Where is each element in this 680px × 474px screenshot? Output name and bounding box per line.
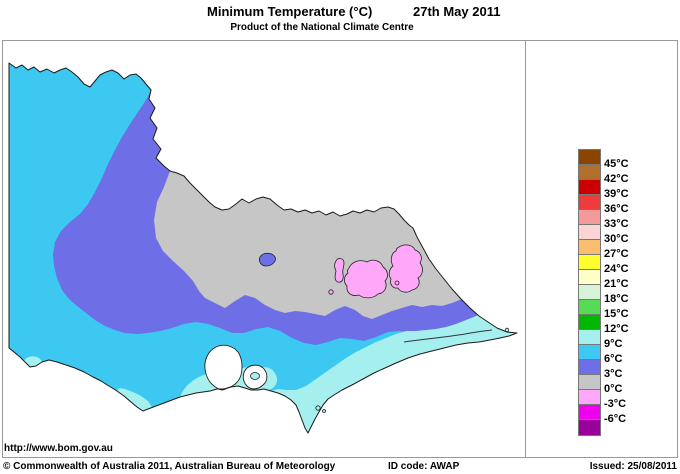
region-9-to-12c-gippsland [271, 312, 517, 433]
legend-label-45C: 45°C [604, 158, 629, 170]
region-m3-to-0c-patch-east [388, 244, 423, 293]
footer-copyright: © Commonwealth of Australia 2011, Austra… [3, 461, 336, 472]
port-phillip-bay [204, 344, 243, 391]
legend-label--3C: -3°C [604, 398, 627, 410]
region-9-to-12c-otway [117, 388, 152, 411]
footer-issued-date: Issued: 25/08/2011 [589, 461, 677, 472]
legend-label-24C: 24°C [604, 263, 629, 275]
legend-label-39C: 39°C [604, 188, 629, 200]
legend-label-12C: 12°C [604, 323, 629, 335]
region-m3-to-0c-dot-1 [394, 280, 400, 286]
legend-label-33C: 33°C [604, 218, 629, 230]
island-prom-1 [315, 405, 321, 411]
island-prom-2 [322, 409, 326, 413]
legend-swatch-7 [579, 255, 600, 270]
legend-label-15C: 15°C [604, 308, 629, 320]
legend-swatch-4 [579, 210, 600, 225]
bom-url: http://www.bom.gov.au [4, 443, 113, 454]
legend-label--6C: -6°C [604, 413, 627, 425]
region-m3-to-0c-patch-small [334, 258, 345, 283]
legend-swatch-11 [579, 315, 600, 330]
legend-colorbar [578, 149, 601, 436]
legend-swatch-0 [579, 150, 600, 165]
legend-label-6C: 6°C [604, 353, 623, 365]
region-3-to-6c-island [258, 252, 276, 267]
victoria-outline [8, 62, 518, 434]
legend-swatch-5 [579, 225, 600, 240]
legend-swatch-16 [579, 390, 600, 405]
legend-label-42C: 42°C [604, 173, 629, 185]
legend-label-36C: 36°C [604, 203, 629, 215]
region-m3-to-0c-patch-mid [344, 259, 388, 299]
legend-label-18C: 18°C [604, 293, 629, 305]
legend-swatch-6 [579, 240, 600, 255]
gippsland-lakes-line [403, 329, 493, 343]
legend-swatch-13 [579, 345, 600, 360]
map-date: 27th May 2011 [413, 4, 501, 19]
legend-swatch-15 [579, 375, 600, 390]
footer-id-code: ID code: AWAP [388, 461, 460, 472]
legend-swatch-17 [579, 405, 600, 420]
legend-swatch-9 [579, 285, 600, 300]
legend-label-0C: 0°C [604, 383, 623, 395]
legend-label-27C: 27°C [604, 248, 629, 260]
legend-swatch-1 [579, 165, 600, 180]
legend-label-30C: 30°C [604, 233, 629, 245]
legend-swatch-3 [579, 195, 600, 210]
page-subtitle: Product of the National Climate Centre [230, 22, 414, 33]
map-frame [2, 40, 678, 458]
legend-labels: 45°C 42°C 39°C 36°C 33°C 30°C 27°C 24°C 21°C 18°C… [604, 0, 664, 474]
legend-swatch-10 [579, 300, 600, 315]
legend-label-21C: 21°C [604, 278, 629, 290]
region-m3-to-0c-dot-2 [328, 289, 334, 295]
french-island [250, 372, 260, 380]
legend-swatch-12 [579, 330, 600, 345]
legend-label-3C: 3°C [604, 368, 623, 380]
legend-swatch-18 [579, 420, 600, 435]
page-title: Minimum Temperature (°C) [207, 4, 373, 19]
legend-swatch-14 [579, 360, 600, 375]
legend-label-9C: 9°C [604, 338, 623, 350]
legend-swatch-2 [579, 180, 600, 195]
legend-swatch-8 [579, 270, 600, 285]
